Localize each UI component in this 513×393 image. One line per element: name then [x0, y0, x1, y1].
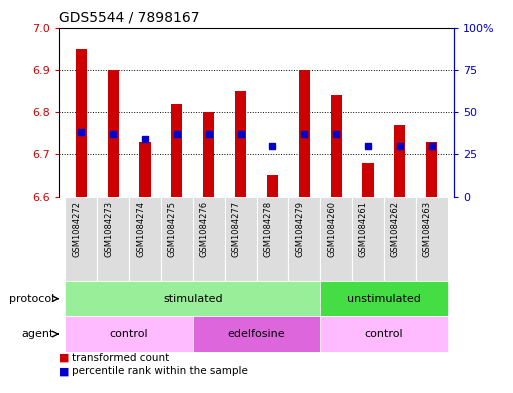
- Bar: [299, 70, 310, 196]
- Bar: [129, 196, 161, 281]
- Bar: [193, 196, 225, 281]
- Text: GSM1084272: GSM1084272: [72, 201, 81, 257]
- Bar: [108, 70, 119, 196]
- Bar: [394, 125, 405, 196]
- Bar: [416, 196, 448, 281]
- Bar: [203, 112, 214, 196]
- Bar: [330, 95, 342, 196]
- Text: GSM1084277: GSM1084277: [231, 201, 241, 257]
- Bar: [97, 196, 129, 281]
- Text: GSM1084262: GSM1084262: [391, 201, 400, 257]
- Bar: [256, 196, 288, 281]
- Text: unstimulated: unstimulated: [347, 294, 421, 304]
- Text: GSM1084279: GSM1084279: [295, 201, 304, 257]
- Text: GSM1084276: GSM1084276: [200, 201, 209, 257]
- Bar: [352, 196, 384, 281]
- Text: protocol: protocol: [9, 294, 54, 304]
- Text: stimulated: stimulated: [163, 294, 223, 304]
- Text: ■: ■: [59, 353, 69, 363]
- Text: control: control: [110, 329, 148, 339]
- Text: GSM1084275: GSM1084275: [168, 201, 177, 257]
- Bar: [65, 196, 97, 281]
- Text: edelfosine: edelfosine: [228, 329, 285, 339]
- Bar: [193, 316, 320, 352]
- Text: GSM1084278: GSM1084278: [264, 201, 272, 257]
- Bar: [225, 196, 256, 281]
- Bar: [320, 281, 448, 316]
- Bar: [320, 196, 352, 281]
- Bar: [320, 316, 448, 352]
- Bar: [65, 316, 193, 352]
- Bar: [76, 49, 87, 196]
- Text: transformed count: transformed count: [72, 353, 169, 363]
- Text: GSM1084273: GSM1084273: [104, 201, 113, 257]
- Bar: [140, 141, 151, 196]
- Text: agent: agent: [22, 329, 54, 339]
- Text: GSM1084263: GSM1084263: [423, 201, 432, 257]
- Bar: [362, 163, 373, 196]
- Text: GSM1084260: GSM1084260: [327, 201, 336, 257]
- Bar: [384, 196, 416, 281]
- Text: control: control: [365, 329, 403, 339]
- Bar: [235, 91, 246, 196]
- Bar: [171, 104, 183, 196]
- Text: GDS5544 / 7898167: GDS5544 / 7898167: [59, 11, 200, 25]
- Text: GSM1084274: GSM1084274: [136, 201, 145, 257]
- Bar: [426, 141, 437, 196]
- Text: GSM1084261: GSM1084261: [359, 201, 368, 257]
- Bar: [288, 196, 320, 281]
- Text: percentile rank within the sample: percentile rank within the sample: [72, 366, 248, 376]
- Bar: [65, 281, 320, 316]
- Bar: [161, 196, 193, 281]
- Bar: [267, 175, 278, 196]
- Text: ■: ■: [59, 366, 69, 376]
